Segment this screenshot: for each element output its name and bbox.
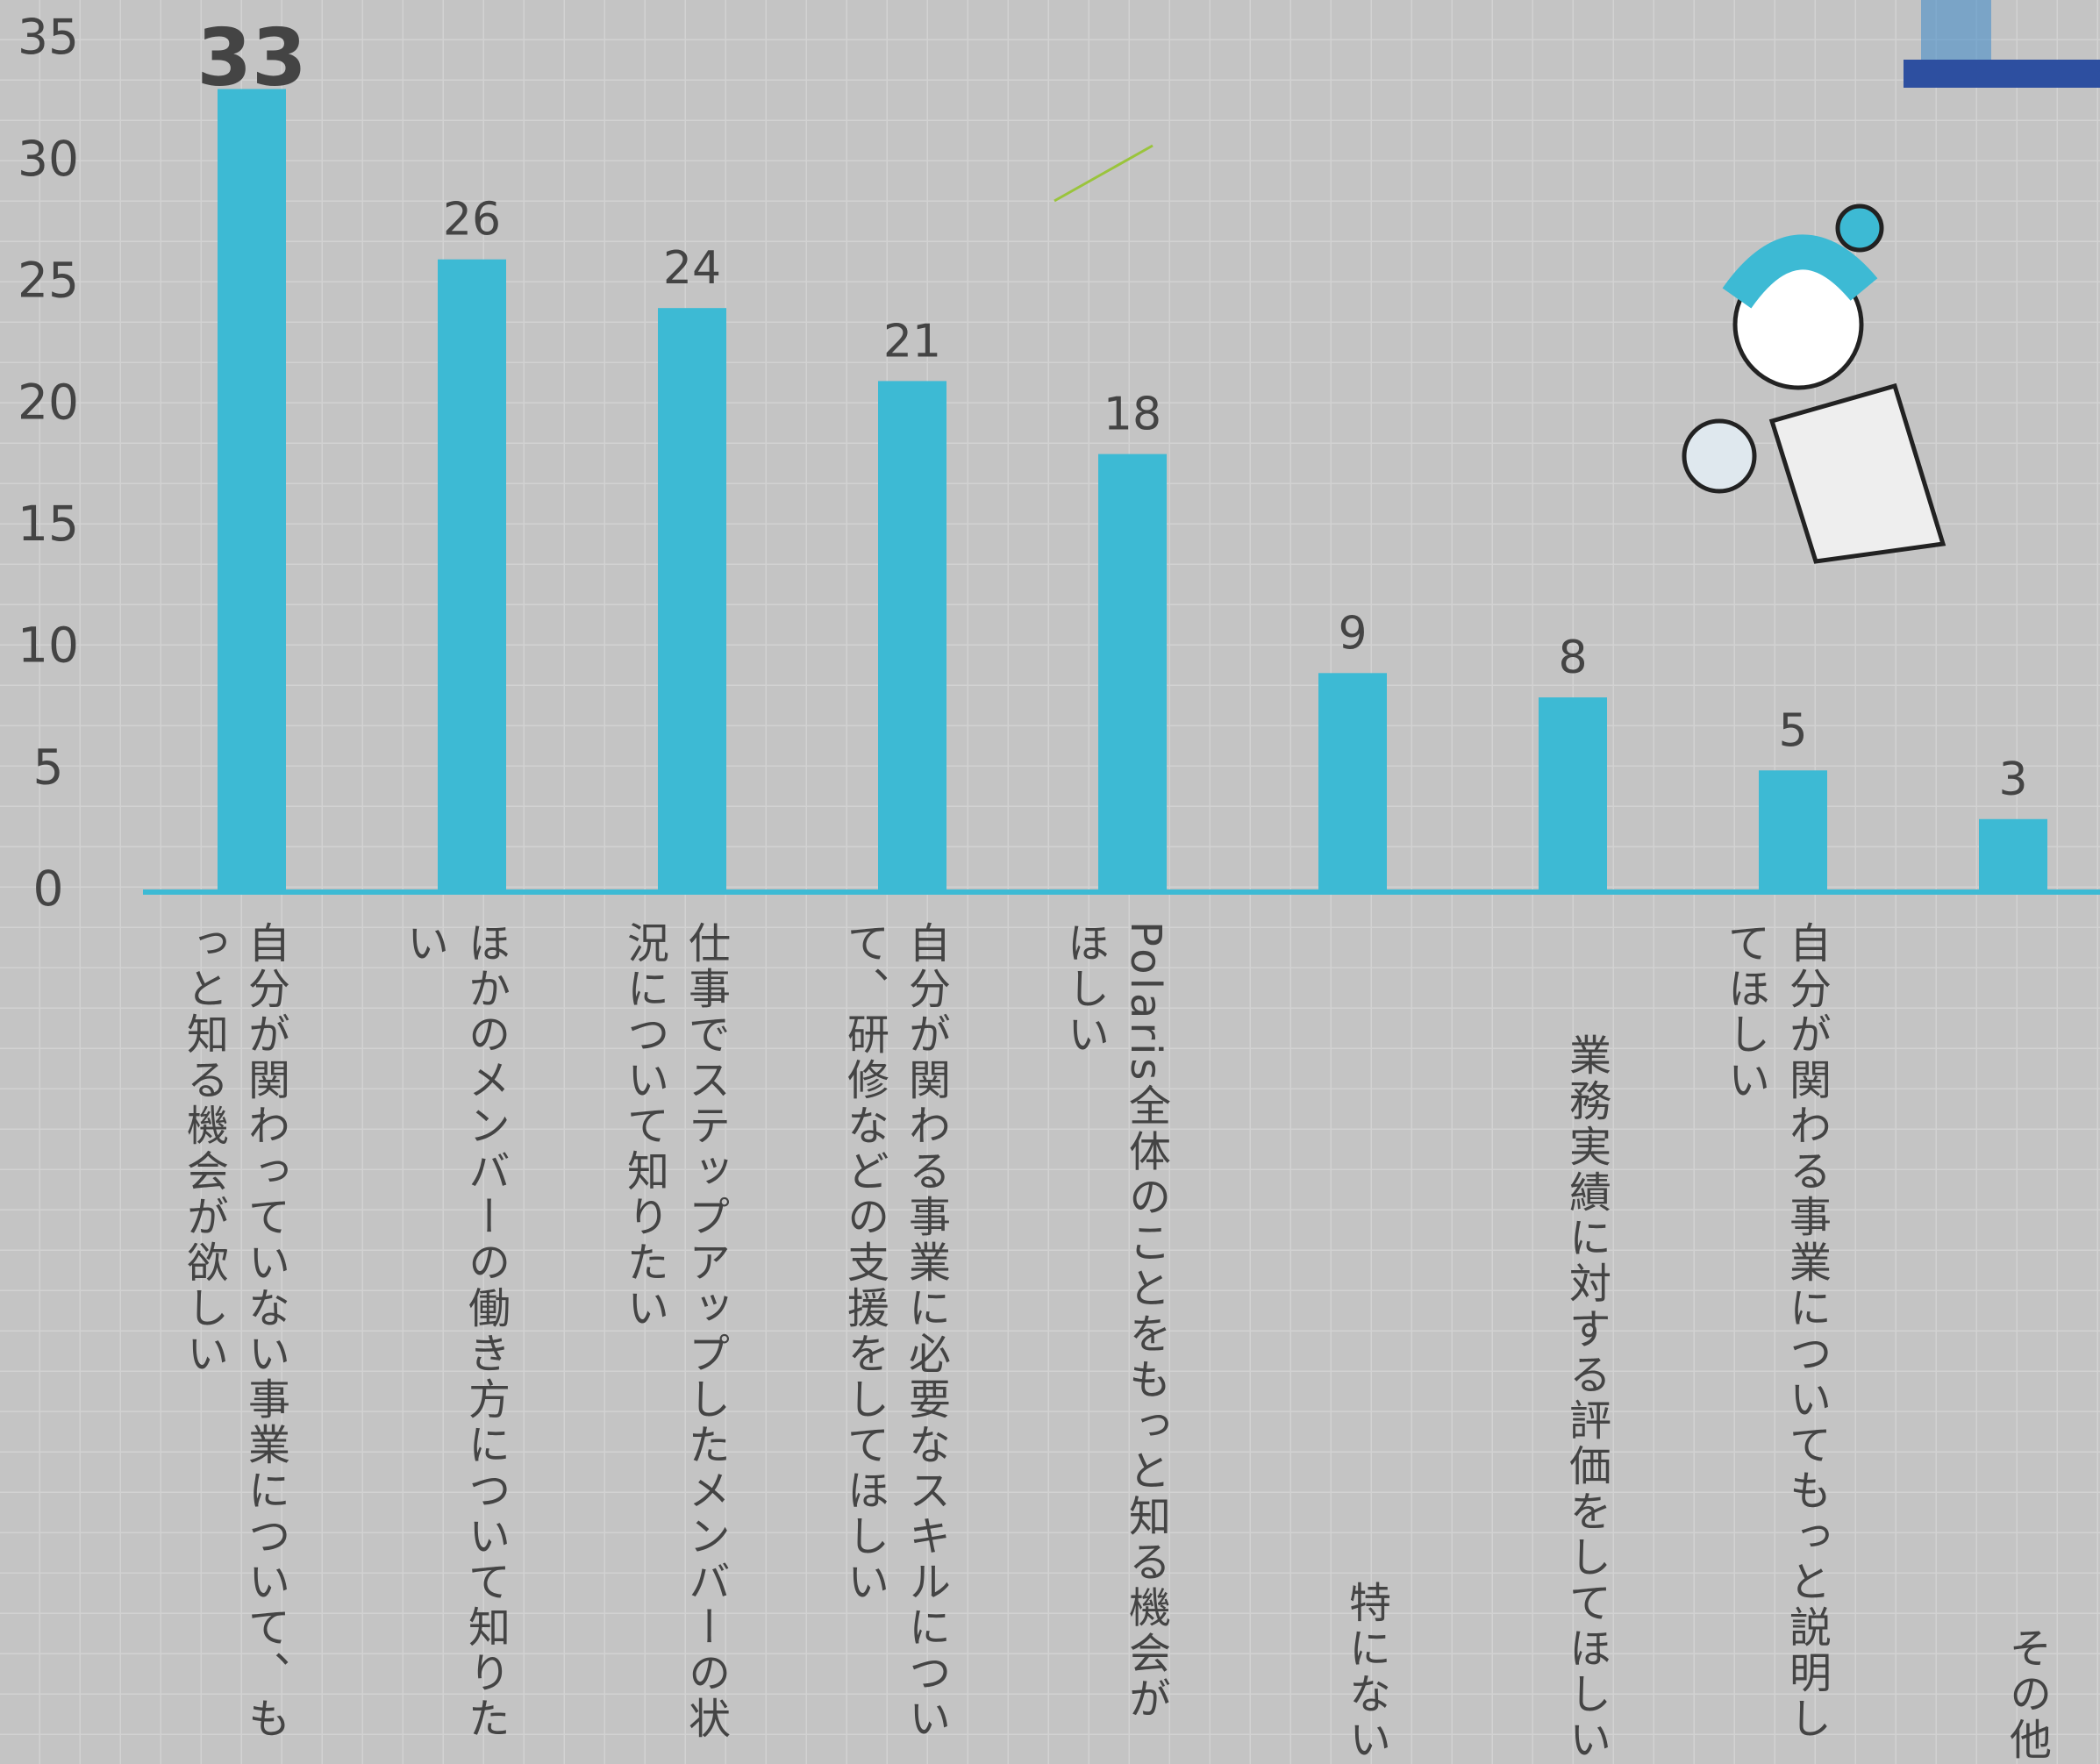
value-label: 26 (443, 194, 501, 246)
category-text: 業務実績に対する評価をしてほしい (1561, 1033, 1611, 1763)
x-tick-label: 仕事でステップアップしたメンバーの状況について知りたい (619, 921, 730, 1742)
x-tick-label: その他 (2002, 1626, 2051, 1763)
y-tick-label: 35 (18, 9, 79, 65)
value-label: 21 (883, 315, 941, 368)
x-tick-label: ほかのメンバーの働き方について知りたい (399, 921, 510, 1742)
y-tick-label: 30 (18, 131, 79, 187)
x-tick-label: 自分が関わる事業についてもっと説明してほしい (1720, 921, 1831, 1742)
value-label: 8 (1558, 632, 1587, 684)
category-text: Polaris全体のことをもっと知る機会がほしい (1060, 921, 1170, 1723)
y-tick-label: 0 (33, 861, 64, 917)
x-tick-label: 自分が関わっていない事業について、もっと知る機会が欲しい (179, 921, 289, 1742)
value-label: 33 (196, 11, 306, 104)
value-label: 24 (663, 242, 721, 295)
value-label: 5 (1778, 704, 1807, 757)
bar (1539, 697, 1607, 892)
logo-icon (1921, 0, 1991, 60)
y-tick-label: 15 (18, 496, 79, 552)
category-text: ほかのメンバーの働き方について知りたい (399, 921, 510, 1742)
bar (218, 89, 286, 892)
bar (1098, 453, 1167, 892)
value-label: 9 (1338, 607, 1367, 660)
bar (878, 381, 946, 892)
value-label: 3 (1998, 753, 2027, 806)
bar (1979, 818, 2047, 892)
y-tick-label: 10 (18, 618, 79, 674)
logo-bar (1904, 60, 2100, 88)
x-tick-label: Polaris全体のことをもっと知る機会がほしい (1060, 921, 1170, 1723)
category-text: その他 (2002, 1626, 2051, 1763)
category-text: 特にない (1341, 1581, 1390, 1763)
x-tick-label: 特にない (1341, 1581, 1390, 1763)
decoration-line (1054, 144, 1154, 203)
x-tick-label: 自分が関わる事業に必要なスキルについて、研修などの支援をしてほしい (839, 921, 950, 1742)
y-tick-label: 20 (18, 374, 79, 430)
illustration (1682, 204, 1946, 564)
bar (1318, 673, 1387, 892)
category-text: 仕事でステップアップしたメンバーの状況について知りたい (619, 921, 730, 1742)
bar (658, 308, 726, 893)
bar (1759, 770, 1827, 892)
x-tick-label: 業務実績に対する評価をしてほしい (1561, 1033, 1611, 1763)
bar (438, 259, 506, 893)
y-tick-label: 5 (33, 739, 64, 795)
value-label: 18 (1104, 389, 1161, 441)
category-text: 自分が関わる事業についてもっと説明してほしい (1720, 921, 1831, 1742)
category-text: 自分が関わっていない事業について、もっと知る機会が欲しい (179, 921, 289, 1742)
y-tick-label: 25 (18, 253, 79, 309)
category-text: 自分が関わる事業に必要なスキルについて、研修などの支援をしてほしい (839, 921, 950, 1742)
